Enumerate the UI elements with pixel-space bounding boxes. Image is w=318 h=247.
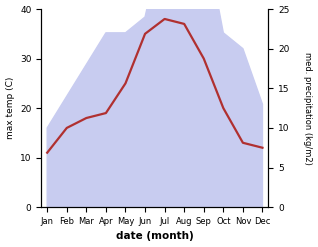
Y-axis label: med. precipitation (kg/m2): med. precipitation (kg/m2) [303, 52, 313, 165]
Y-axis label: max temp (C): max temp (C) [5, 77, 15, 139]
X-axis label: date (month): date (month) [116, 231, 194, 242]
